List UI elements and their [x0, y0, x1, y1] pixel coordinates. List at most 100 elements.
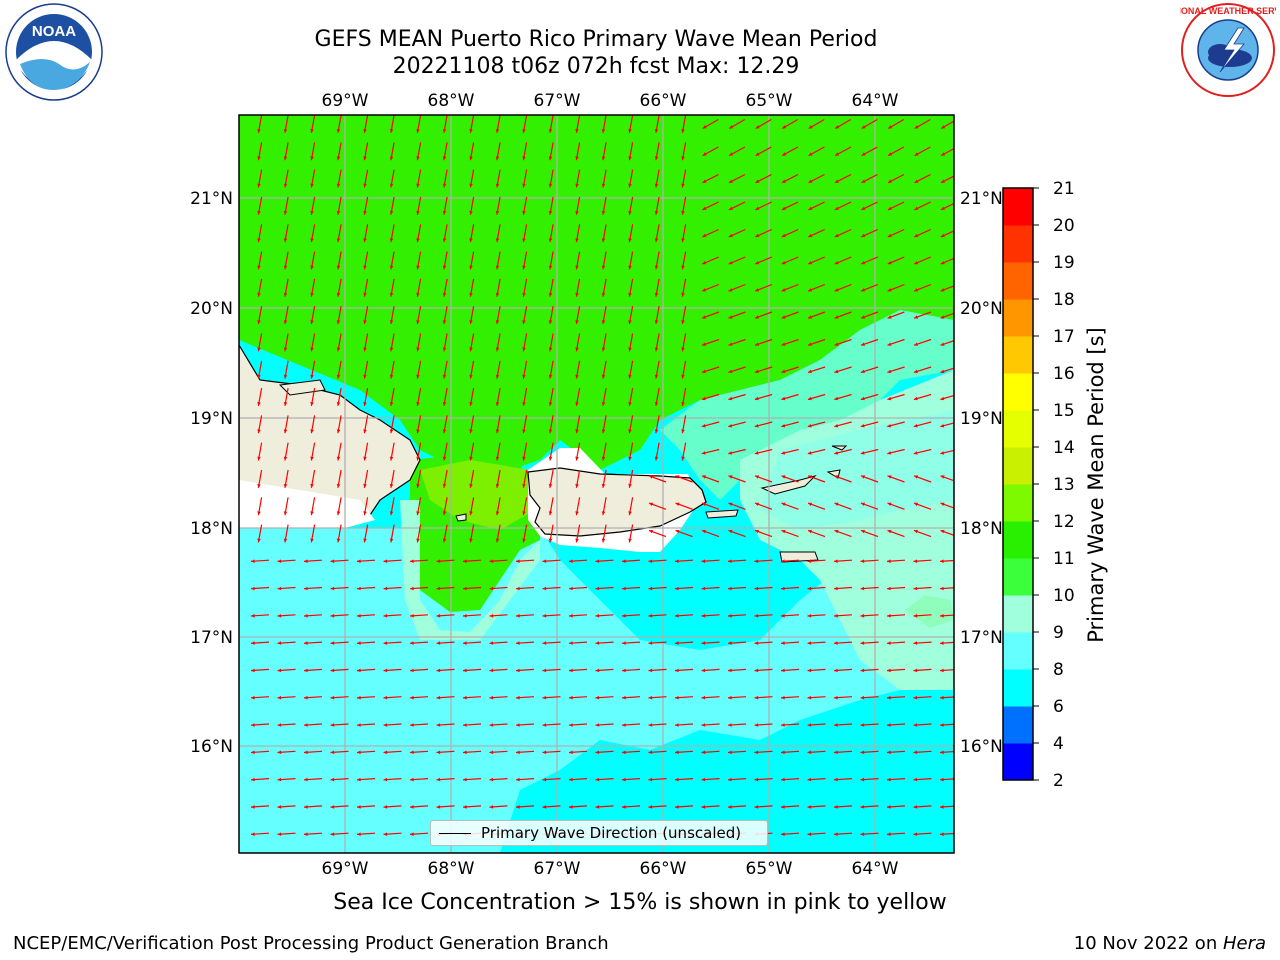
- wave-arrow-head: [389, 374, 394, 379]
- wave-arrow-head: [834, 451, 839, 455]
- colorbar-segment: [1003, 595, 1033, 633]
- wave-arrow-head: [548, 156, 553, 161]
- colorbar-segment: [1003, 225, 1033, 263]
- wave-arrow-head: [940, 777, 944, 782]
- wave-arrow-head: [575, 402, 579, 406]
- wave-arrow-head: [469, 347, 473, 352]
- wave-arrow-head: [251, 614, 255, 618]
- wave-arrow-head: [304, 723, 308, 727]
- wave-arrow-head: [807, 777, 812, 782]
- wave-arrow-head: [442, 292, 447, 297]
- colorbar-tick-label: 12: [1053, 512, 1075, 532]
- wave-arrow-head: [940, 396, 945, 401]
- wave-arrow-head: [601, 429, 606, 434]
- wave-arrow-head: [728, 502, 733, 506]
- wave-arrow-head: [755, 125, 760, 129]
- wave-arrow-head: [469, 238, 473, 243]
- wave-arrow-head: [310, 456, 314, 461]
- wave-arrow-head: [860, 451, 865, 455]
- wave-arrow-head: [622, 777, 626, 782]
- wave-arrow-head: [304, 777, 308, 782]
- colorbar-tick-label: 13: [1053, 475, 1075, 495]
- wave-arrow-head: [257, 347, 261, 352]
- wave-arrow-head: [628, 156, 632, 161]
- wave-arrow-head: [283, 265, 288, 270]
- wave-arrow-head: [701, 750, 706, 755]
- wave-arrow-head: [410, 750, 414, 755]
- wave-arrow-head: [681, 347, 685, 352]
- wave-arrow-head: [807, 396, 812, 401]
- wave-arrow-head: [940, 315, 945, 319]
- wave-arrow-head: [575, 265, 579, 270]
- wave-arrow-head: [357, 750, 361, 755]
- wave-arrow-head: [728, 206, 733, 210]
- wave-arrow-head: [548, 265, 553, 270]
- wave-arrow-head: [754, 559, 759, 563]
- wave-arrow-head: [569, 750, 573, 755]
- wave-arrow-head: [701, 586, 706, 591]
- wave-arrow-head: [860, 668, 865, 673]
- wave-arrow-head: [410, 723, 414, 727]
- wave-arrow-head: [754, 777, 759, 782]
- wave-arrow-head: [914, 179, 919, 183]
- wave-arrow-head: [542, 695, 547, 700]
- wave-arrow-head: [728, 233, 733, 238]
- wave-arrow-head: [277, 641, 282, 645]
- lon-label-top: 66°W: [640, 91, 687, 111]
- wave-arrow-head: [304, 586, 308, 591]
- wave-arrow-head: [416, 538, 420, 543]
- sea-ice-caption: Sea Ice Concentration > 15% is shown in …: [333, 890, 947, 915]
- wave-arrow-head: [601, 374, 606, 379]
- colorbar-segment: [1003, 188, 1033, 226]
- wave-arrow-head: [654, 238, 659, 243]
- wave-arrow-head: [834, 777, 838, 782]
- wave-arrow-head: [336, 374, 341, 379]
- wave-arrow-head: [807, 641, 812, 645]
- wave-arrow-head: [834, 424, 839, 428]
- wave-arrow-head: [628, 402, 632, 406]
- wave-arrow-head: [755, 206, 760, 210]
- wave-arrow-head: [516, 723, 520, 727]
- wave-arrow-head: [628, 265, 632, 270]
- wave-arrow-head: [781, 586, 785, 591]
- wave-arrow-head: [569, 586, 573, 591]
- wave-arrow-head: [495, 538, 500, 543]
- wave-arrow-head: [469, 483, 473, 488]
- wave-arrow-head: [601, 210, 606, 215]
- wave-arrow-head: [310, 292, 314, 297]
- wave-arrow-head: [940, 723, 944, 727]
- wave-arrow-head: [728, 369, 733, 374]
- wave-arrow-head: [283, 402, 288, 406]
- wave-arrow-head: [542, 614, 547, 618]
- wave-arrow-head: [495, 156, 500, 161]
- lat-label-right: 20°N: [960, 299, 1003, 319]
- wave-arrow-head: [701, 369, 706, 374]
- wave-arrow-head: [442, 265, 447, 270]
- wave-arrow-head: [489, 777, 494, 782]
- wave-arrow-head: [283, 456, 288, 461]
- wave-arrow-head: [701, 641, 706, 645]
- wave-arrow-head: [410, 805, 414, 809]
- wave-arrow-head: [442, 538, 447, 543]
- wave-arrow-head: [702, 502, 706, 506]
- wave-arrow-head: [330, 805, 335, 809]
- wave-arrow-head: [861, 475, 865, 479]
- wave-arrow-head: [416, 402, 420, 406]
- wave-arrow-head: [648, 750, 653, 755]
- wave-arrow-head: [277, 750, 282, 755]
- wave-arrow-head: [628, 292, 632, 297]
- wave-arrow-head: [887, 805, 891, 809]
- wave-arrow-head: [575, 483, 579, 488]
- wave-arrow-head: [277, 777, 282, 782]
- wave-arrow-head: [595, 723, 600, 727]
- wave-arrow-head: [782, 152, 787, 156]
- wave-arrow-head: [410, 668, 414, 673]
- noaa-text: NOAA: [32, 23, 76, 40]
- colorbar-segment: [1003, 299, 1033, 337]
- wave-arrow-head: [702, 288, 707, 292]
- wave-arrow-head: [681, 156, 685, 161]
- wave-arrow-head: [489, 723, 494, 727]
- wave-arrow-head: [251, 641, 255, 645]
- wave-arrow-head: [601, 156, 606, 161]
- wave-arrow-head: [649, 475, 653, 479]
